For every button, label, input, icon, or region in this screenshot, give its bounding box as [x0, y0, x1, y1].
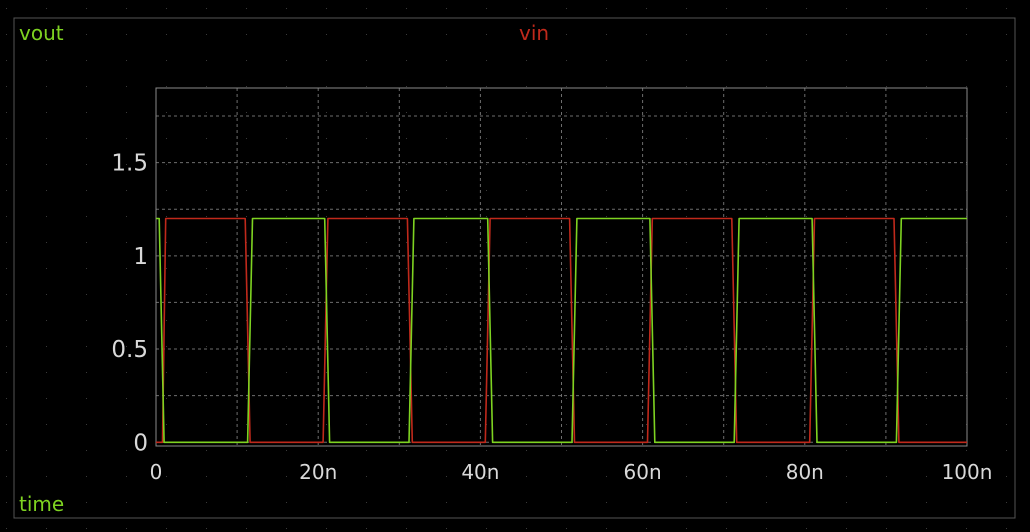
x-tick-label: 0 [150, 460, 163, 484]
x-tick-label: 40n [461, 460, 499, 484]
series-line-vin [156, 217, 967, 444]
y-tick-label: 0.5 [111, 337, 148, 363]
vout-trace-label: vout [19, 21, 64, 45]
x-tick-label: 80n [786, 460, 824, 484]
vin-trace-label: vin [519, 21, 550, 45]
y-tick-label: 1 [133, 244, 148, 270]
background-dot-grid [6, 8, 1007, 529]
grid-lines [155, 88, 968, 446]
plot-frame [155, 87, 968, 447]
tick-labels: 0 0.5 1 1.5 0 20n 40n 60n 80n 100n [111, 151, 992, 484]
y-tick-label: 1.5 [111, 151, 148, 177]
x-axis-label: time [19, 492, 65, 516]
x-tick-label: 20n [299, 460, 337, 484]
series-line-vout [156, 217, 967, 444]
x-tick-label: 100n [942, 460, 993, 484]
series-layer [156, 217, 967, 444]
outer-frame [13, 17, 1016, 519]
y-tick-label: 0 [133, 430, 148, 456]
x-tick-label: 60n [624, 460, 662, 484]
